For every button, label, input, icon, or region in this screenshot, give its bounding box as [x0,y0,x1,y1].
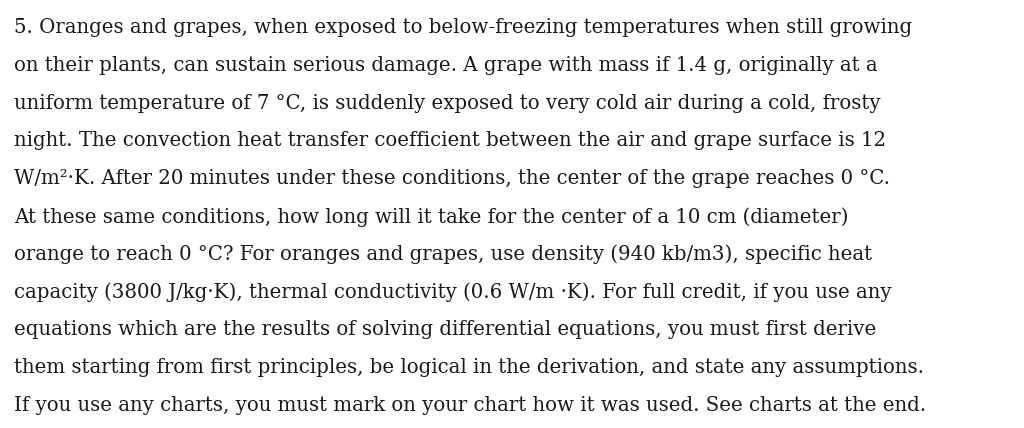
Text: uniform temperature of 7 °C, is suddenly exposed to very cold air during a cold,: uniform temperature of 7 °C, is suddenly… [14,94,881,113]
Text: on their plants, can sustain serious damage. A grape with mass if 1.4 g, origina: on their plants, can sustain serious dam… [14,56,878,75]
Text: 5. Oranges and grapes, when exposed to below-freezing temperatures when still gr: 5. Oranges and grapes, when exposed to b… [14,18,912,37]
Text: equations which are the results of solving differential equations, you must firs: equations which are the results of solvi… [14,321,877,339]
Text: At these same conditions, how long will it take for the center of a 10 cm (diame: At these same conditions, how long will … [14,207,849,227]
Text: If you use any charts, you must mark on your chart how it was used. See charts a: If you use any charts, you must mark on … [14,396,926,415]
Text: them starting from first principles, be logical in the derivation, and state any: them starting from first principles, be … [14,358,924,377]
Text: orange to reach 0 °C? For oranges and grapes, use density (940 kb/m3), specific : orange to reach 0 °C? For oranges and gr… [14,245,872,265]
Text: night. The convection heat transfer coefficient between the air and grape surfac: night. The convection heat transfer coef… [14,131,886,150]
Text: capacity (3800 J/kg·K), thermal conductivity (0.6 W/m ·K). For full credit, if y: capacity (3800 J/kg·K), thermal conducti… [14,282,892,302]
Text: W/m²·K. After 20 minutes under these conditions, the center of the grape reaches: W/m²·K. After 20 minutes under these con… [14,169,890,188]
